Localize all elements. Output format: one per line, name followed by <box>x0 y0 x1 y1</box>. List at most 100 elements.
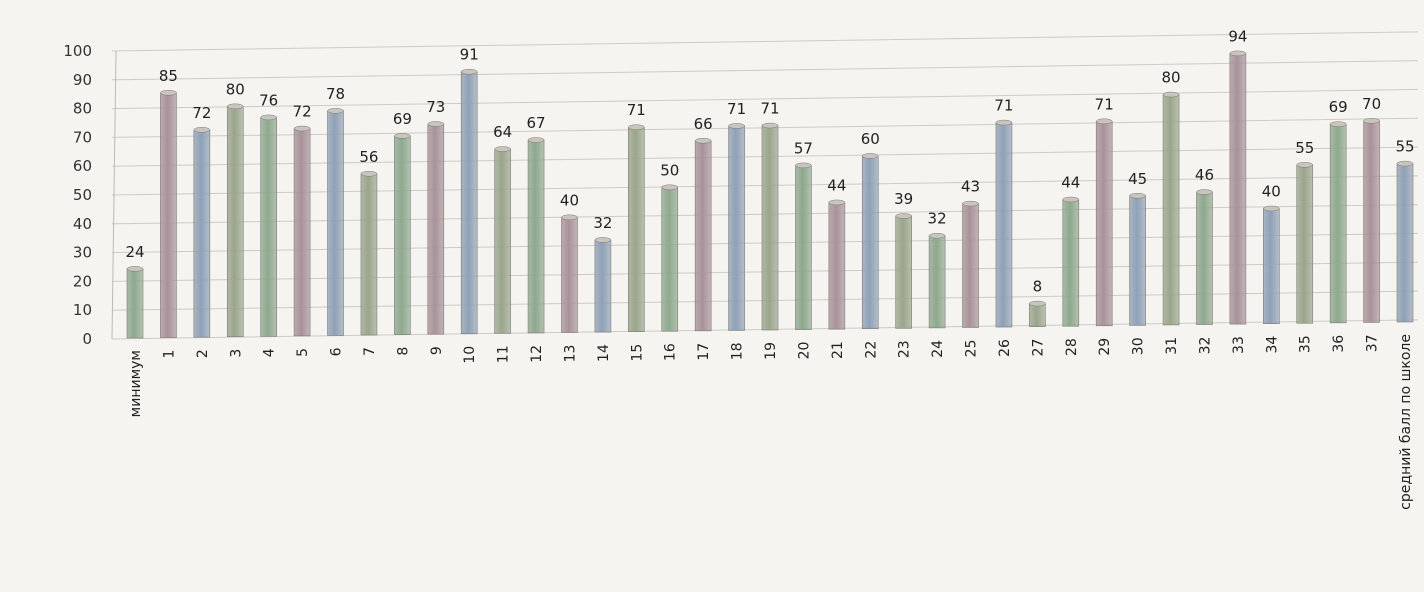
data-label: 44 <box>827 176 846 194</box>
data-label: 94 <box>1228 27 1247 45</box>
bar-top <box>1129 193 1146 199</box>
x-tick-label: 35 <box>1298 335 1314 353</box>
gridline <box>111 88 1419 110</box>
y-tick-label: 50 <box>73 186 92 204</box>
y-tick-label: 20 <box>73 272 92 290</box>
data-label: 45 <box>1128 170 1147 188</box>
data-label: 8 <box>1033 278 1043 296</box>
x-tick-label: 13 <box>562 345 578 363</box>
bar <box>293 128 311 337</box>
data-label: 71 <box>994 97 1013 115</box>
bar <box>193 129 211 338</box>
x-tick-label: 36 <box>1331 335 1347 353</box>
bars <box>126 50 1414 339</box>
bar <box>1296 164 1314 324</box>
bar-top <box>628 124 645 130</box>
data-label: 57 <box>794 139 813 157</box>
x-tick-label: 12 <box>529 345 545 363</box>
x-tick-label: 5 <box>295 348 311 357</box>
x-tick-label: 7 <box>362 347 378 356</box>
y-tick-label: 40 <box>73 215 92 233</box>
bar <box>561 217 578 333</box>
bar <box>628 126 645 332</box>
bar-top <box>494 146 511 152</box>
data-label: 46 <box>1195 166 1214 184</box>
bar <box>327 110 344 336</box>
x-tick-label: 21 <box>830 341 846 359</box>
data-label: 71 <box>760 100 779 118</box>
data-label: 24 <box>125 243 144 261</box>
bar <box>1029 303 1046 327</box>
gridline <box>111 31 1419 52</box>
bar-top <box>728 123 745 129</box>
bar-top <box>962 200 979 207</box>
y-axis-ticks: 0 10 20 30 40 50 60 70 80 90 100 <box>63 42 92 348</box>
bar <box>995 122 1013 328</box>
bar <box>1363 120 1380 323</box>
x-tick-label: 30 <box>1131 337 1147 355</box>
data-label: 71 <box>727 100 746 118</box>
x-tick-label: 1 <box>161 350 177 359</box>
data-label: 72 <box>192 104 211 122</box>
data-label: 56 <box>359 148 378 166</box>
y-tick-label: 60 <box>73 157 92 175</box>
bar-top <box>828 199 846 206</box>
bar-top <box>862 153 879 159</box>
y-tick-label: 100 <box>63 42 92 60</box>
x-tick-label: 10 <box>462 346 478 364</box>
bar <box>126 268 144 339</box>
x-tick-label: 24 <box>930 340 946 358</box>
x-tick-label: 4 <box>262 348 278 357</box>
bar <box>1129 195 1146 326</box>
data-label: 80 <box>226 80 245 98</box>
data-label: 69 <box>1329 98 1348 116</box>
bar-top <box>1363 118 1380 124</box>
data-label: 67 <box>527 114 546 132</box>
x-tick-label: 11 <box>496 345 512 363</box>
bar-top <box>293 125 311 132</box>
bar-top <box>527 137 545 143</box>
bar-top <box>761 122 779 129</box>
x-tick-label: 28 <box>1064 338 1080 356</box>
bar <box>460 71 478 335</box>
bar <box>795 165 812 330</box>
y-tick-label: 10 <box>73 301 92 319</box>
data-label: 39 <box>894 190 913 208</box>
bar-top <box>1029 300 1046 307</box>
bar-top <box>394 133 411 139</box>
data-label: 40 <box>1262 182 1281 200</box>
y-tick-label: 30 <box>73 244 92 262</box>
x-tick-label: 19 <box>763 342 779 360</box>
bar-top <box>227 103 244 110</box>
bar <box>226 106 244 338</box>
bar <box>828 202 846 330</box>
bar <box>1396 163 1414 323</box>
bar-top <box>561 214 578 221</box>
x-tick-label: 29 <box>1097 338 1113 356</box>
bar-top <box>895 213 912 219</box>
x-tick-label: 14 <box>596 344 612 362</box>
bar-top <box>1329 121 1347 127</box>
bar-top <box>1162 91 1180 98</box>
x-tick-label: средний балл по школе <box>1398 334 1414 510</box>
data-label: 85 <box>159 67 178 85</box>
x-tick-label: 32 <box>1197 337 1213 355</box>
bar-top <box>460 68 478 75</box>
x-tick-label: минимум <box>128 350 144 417</box>
y-tick-label: 0 <box>82 330 92 348</box>
bar <box>1229 53 1247 325</box>
data-label: 71 <box>1095 95 1114 113</box>
bar <box>728 125 745 331</box>
x-tick-label: 6 <box>329 347 345 356</box>
bar-top <box>1296 162 1313 168</box>
y-tick-label: 80 <box>73 100 92 118</box>
x-tick-label: 33 <box>1231 336 1247 354</box>
data-label: 55 <box>1295 139 1314 157</box>
bar <box>895 215 912 329</box>
x-tick-label: 23 <box>897 340 913 358</box>
y-axis-line <box>111 50 117 340</box>
bar-top <box>594 237 612 243</box>
data-label: 66 <box>694 115 713 133</box>
x-tick-label: 27 <box>1030 339 1046 357</box>
